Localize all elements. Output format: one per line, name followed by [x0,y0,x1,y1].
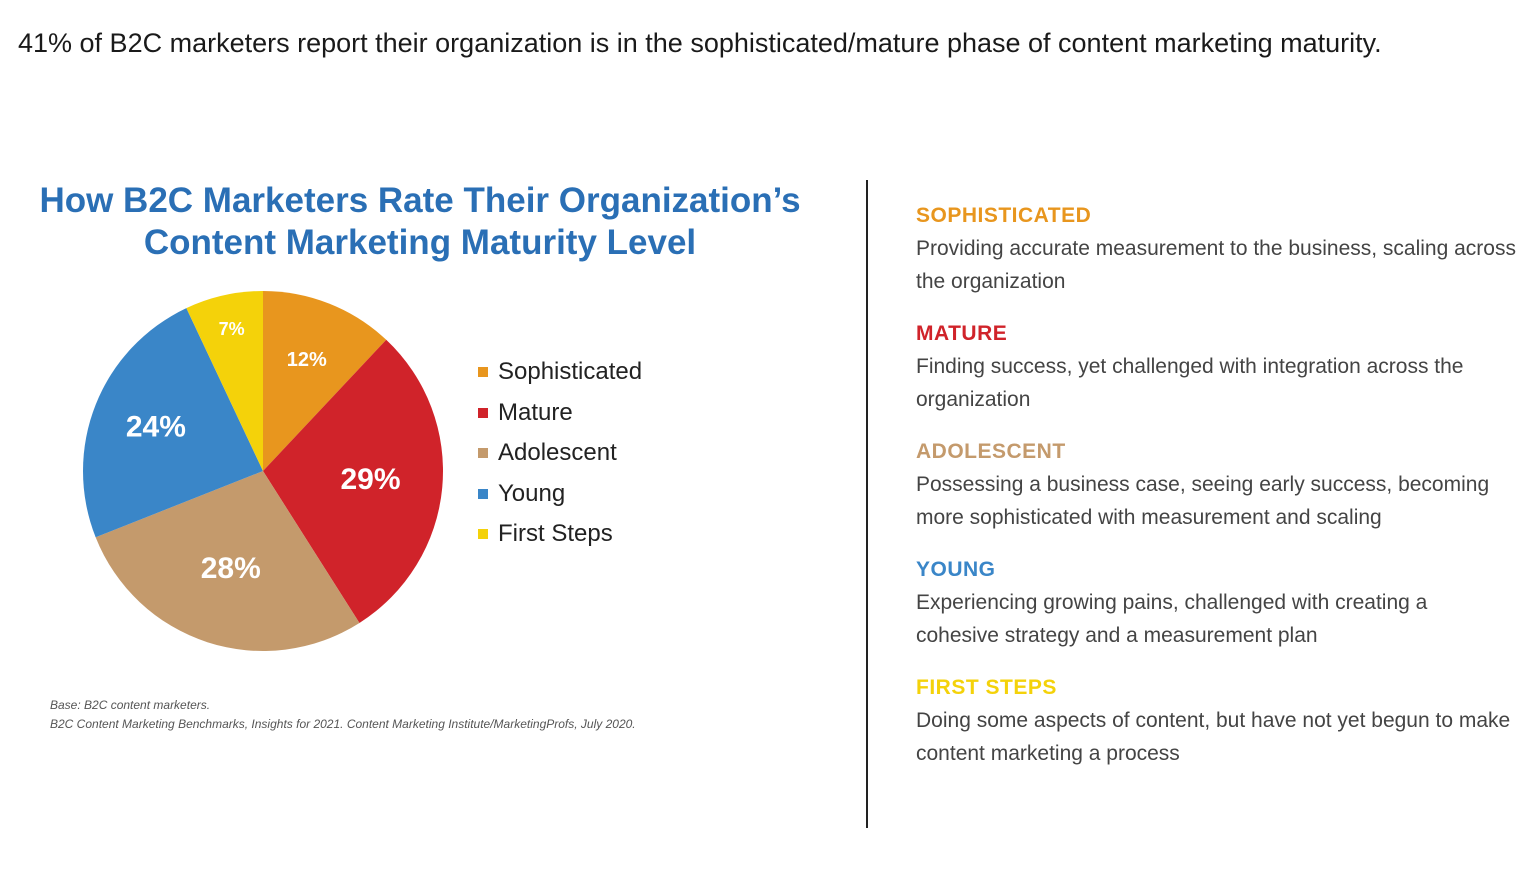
pie-label-young: 24% [126,411,186,444]
legend-item-adolescent: Adolescent [478,433,642,474]
chart-title-line-1: How B2C Marketers Rate Their Organizatio… [39,181,801,220]
legend-swatch-sophisticated [478,367,488,378]
definition-text: Experiencing growing pains, challenged w… [916,591,1428,647]
legend-item-mature: Mature [478,393,642,434]
pie-slice-adolescent [95,471,360,651]
definitions-panel: SOPHISTICATED Providing accurate measure… [916,200,1516,790]
definition-title: ADOLESCENT [916,440,1066,463]
legend: Sophisticated Mature Adolescent Young Fi… [478,352,642,555]
definition-title: MATURE [916,322,1008,345]
source-footnote: Base: B2C content marketers. B2C Content… [50,696,636,734]
definition-text: Doing some aspects of content, but have … [916,709,1511,765]
headline: 41% of B2C marketers report their organi… [18,28,1382,58]
legend-swatch-first-steps [478,529,488,540]
definition-title: SOPHISTICATED [916,204,1092,227]
footnote-source: B2C Content Marketing Benchmarks, Insigh… [50,717,636,731]
definition-first-steps: FIRST STEPS Doing some aspects of conten… [916,672,1516,770]
vertical-divider [866,180,868,828]
legend-swatch-adolescent [478,448,488,459]
pie-slice-first-steps [186,291,263,471]
chart-title: How B2C Marketers Rate Their Organizatio… [20,180,820,264]
legend-label-first-steps: First Steps [498,520,613,548]
chart-title-line-2: Content Marketing Maturity Level [143,223,697,262]
pie-chart: 12% 29% 28% 24% 7% [82,291,444,651]
pie-label-mature: 29% [340,463,400,496]
legend-item-first-steps: First Steps [478,514,642,555]
definition-text: Possessing a business case, seeing early… [916,473,1490,529]
definition-text: Finding success, yet challenged with int… [916,355,1464,411]
pie-slice-mature [263,339,444,623]
definition-text: Providing accurate measurement to the bu… [916,237,1516,293]
pie-label-sophisticated: 12% [287,349,327,371]
pie-label-adolescent: 28% [201,552,261,585]
legend-label-adolescent: Adolescent [498,439,617,467]
legend-label-sophisticated: Sophisticated [498,358,643,386]
definition-adolescent: ADOLESCENT Possessing a business case, s… [916,436,1516,534]
footnote-base: Base: B2C content marketers. [50,698,211,712]
pie-label-first-steps: 7% [219,319,245,339]
legend-label-young: Young [498,479,566,507]
definition-sophisticated: SOPHISTICATED Providing accurate measure… [916,200,1516,298]
definition-title: YOUNG [916,558,996,581]
legend-item-young: Young [478,474,642,515]
pie-slice-sophisticated [263,291,387,471]
definition-young: YOUNG Experiencing growing pains, challe… [916,554,1516,652]
definition-mature: MATURE Finding success, yet challenged w… [916,318,1516,416]
pie-slice-young [82,308,263,538]
legend-label-mature: Mature [498,398,573,426]
legend-swatch-young [478,488,488,499]
definition-title: FIRST STEPS [916,676,1057,699]
legend-swatch-mature [478,407,488,418]
legend-item-sophisticated: Sophisticated [478,352,642,393]
